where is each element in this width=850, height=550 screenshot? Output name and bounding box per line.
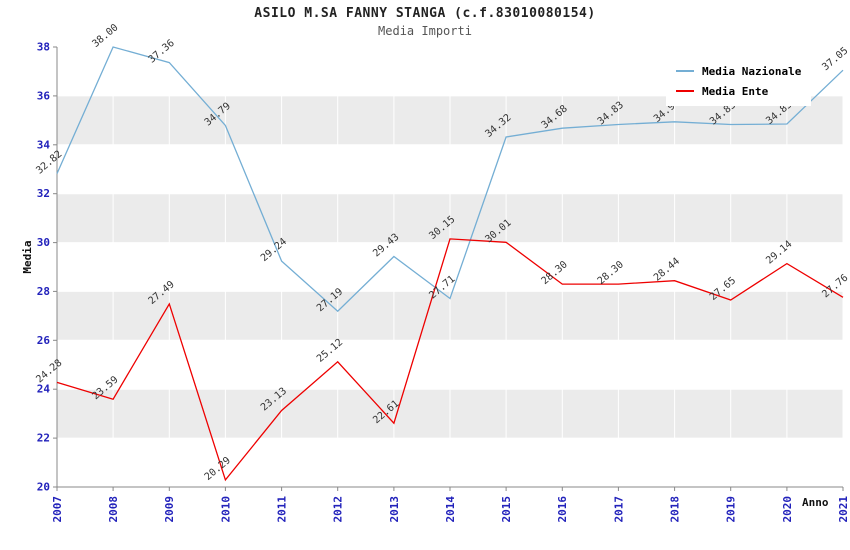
x-tick-label: 2008 <box>107 496 120 523</box>
x-tick-label: 2014 <box>444 496 457 523</box>
x-tick-label: 2020 <box>781 496 794 523</box>
y-tick-label: 34 <box>37 138 51 151</box>
x-tick-label: 2017 <box>612 496 625 523</box>
x-axis-title: Anno <box>802 496 829 509</box>
chart-subtitle: Media Importi <box>378 24 472 38</box>
series-line-media-nazionale <box>56 46 844 313</box>
y-tick-label: 30 <box>37 236 50 249</box>
x-tick-label: 2012 <box>332 496 345 523</box>
x-tick-label: 2009 <box>163 496 176 523</box>
legend: Media Nazionale Media Ente <box>666 56 812 106</box>
legend-line-sample-media-ente <box>676 90 694 92</box>
legend-label-media-ente: Media Ente <box>702 84 769 98</box>
x-tick-label: 2007 <box>51 496 64 523</box>
chart-title: ASILO M.SA FANNY STANGA (c.f.83010080154… <box>254 6 596 21</box>
x-tick-label: 2015 <box>500 496 513 523</box>
series-line-media-ente <box>56 238 844 482</box>
x-tick-label: 2016 <box>556 496 569 523</box>
y-tick-label: 36 <box>37 89 51 102</box>
x-tick-label: 2018 <box>668 496 681 523</box>
y-tick-label: 20 <box>37 481 50 494</box>
legend-line-sample-media-nazionale <box>676 70 694 72</box>
y-tick-label: 28 <box>37 285 50 298</box>
x-tick-label: 2019 <box>725 496 738 523</box>
point-label-media-nazionale: 38.00 <box>90 22 120 50</box>
y-tick-label: 38 <box>37 41 50 54</box>
y-axis-title: Media <box>21 240 34 274</box>
y-tick-label: 22 <box>37 432 50 445</box>
legend-item-media-nazionale: Media Nazionale <box>676 61 801 81</box>
x-tick-label: 2010 <box>219 496 232 523</box>
x-tick-label: 2013 <box>388 496 401 523</box>
y-tick-label: 26 <box>37 334 51 347</box>
x-tick-label: 2011 <box>275 496 288 523</box>
y-tick-label: 24 <box>37 383 51 396</box>
legend-label-media-nazionale: Media Nazionale <box>702 64 802 78</box>
y-tick-label: 32 <box>37 187 50 200</box>
x-tick-label: 2021 <box>837 496 850 523</box>
legend-item-media-ente: Media Ente <box>676 81 801 101</box>
